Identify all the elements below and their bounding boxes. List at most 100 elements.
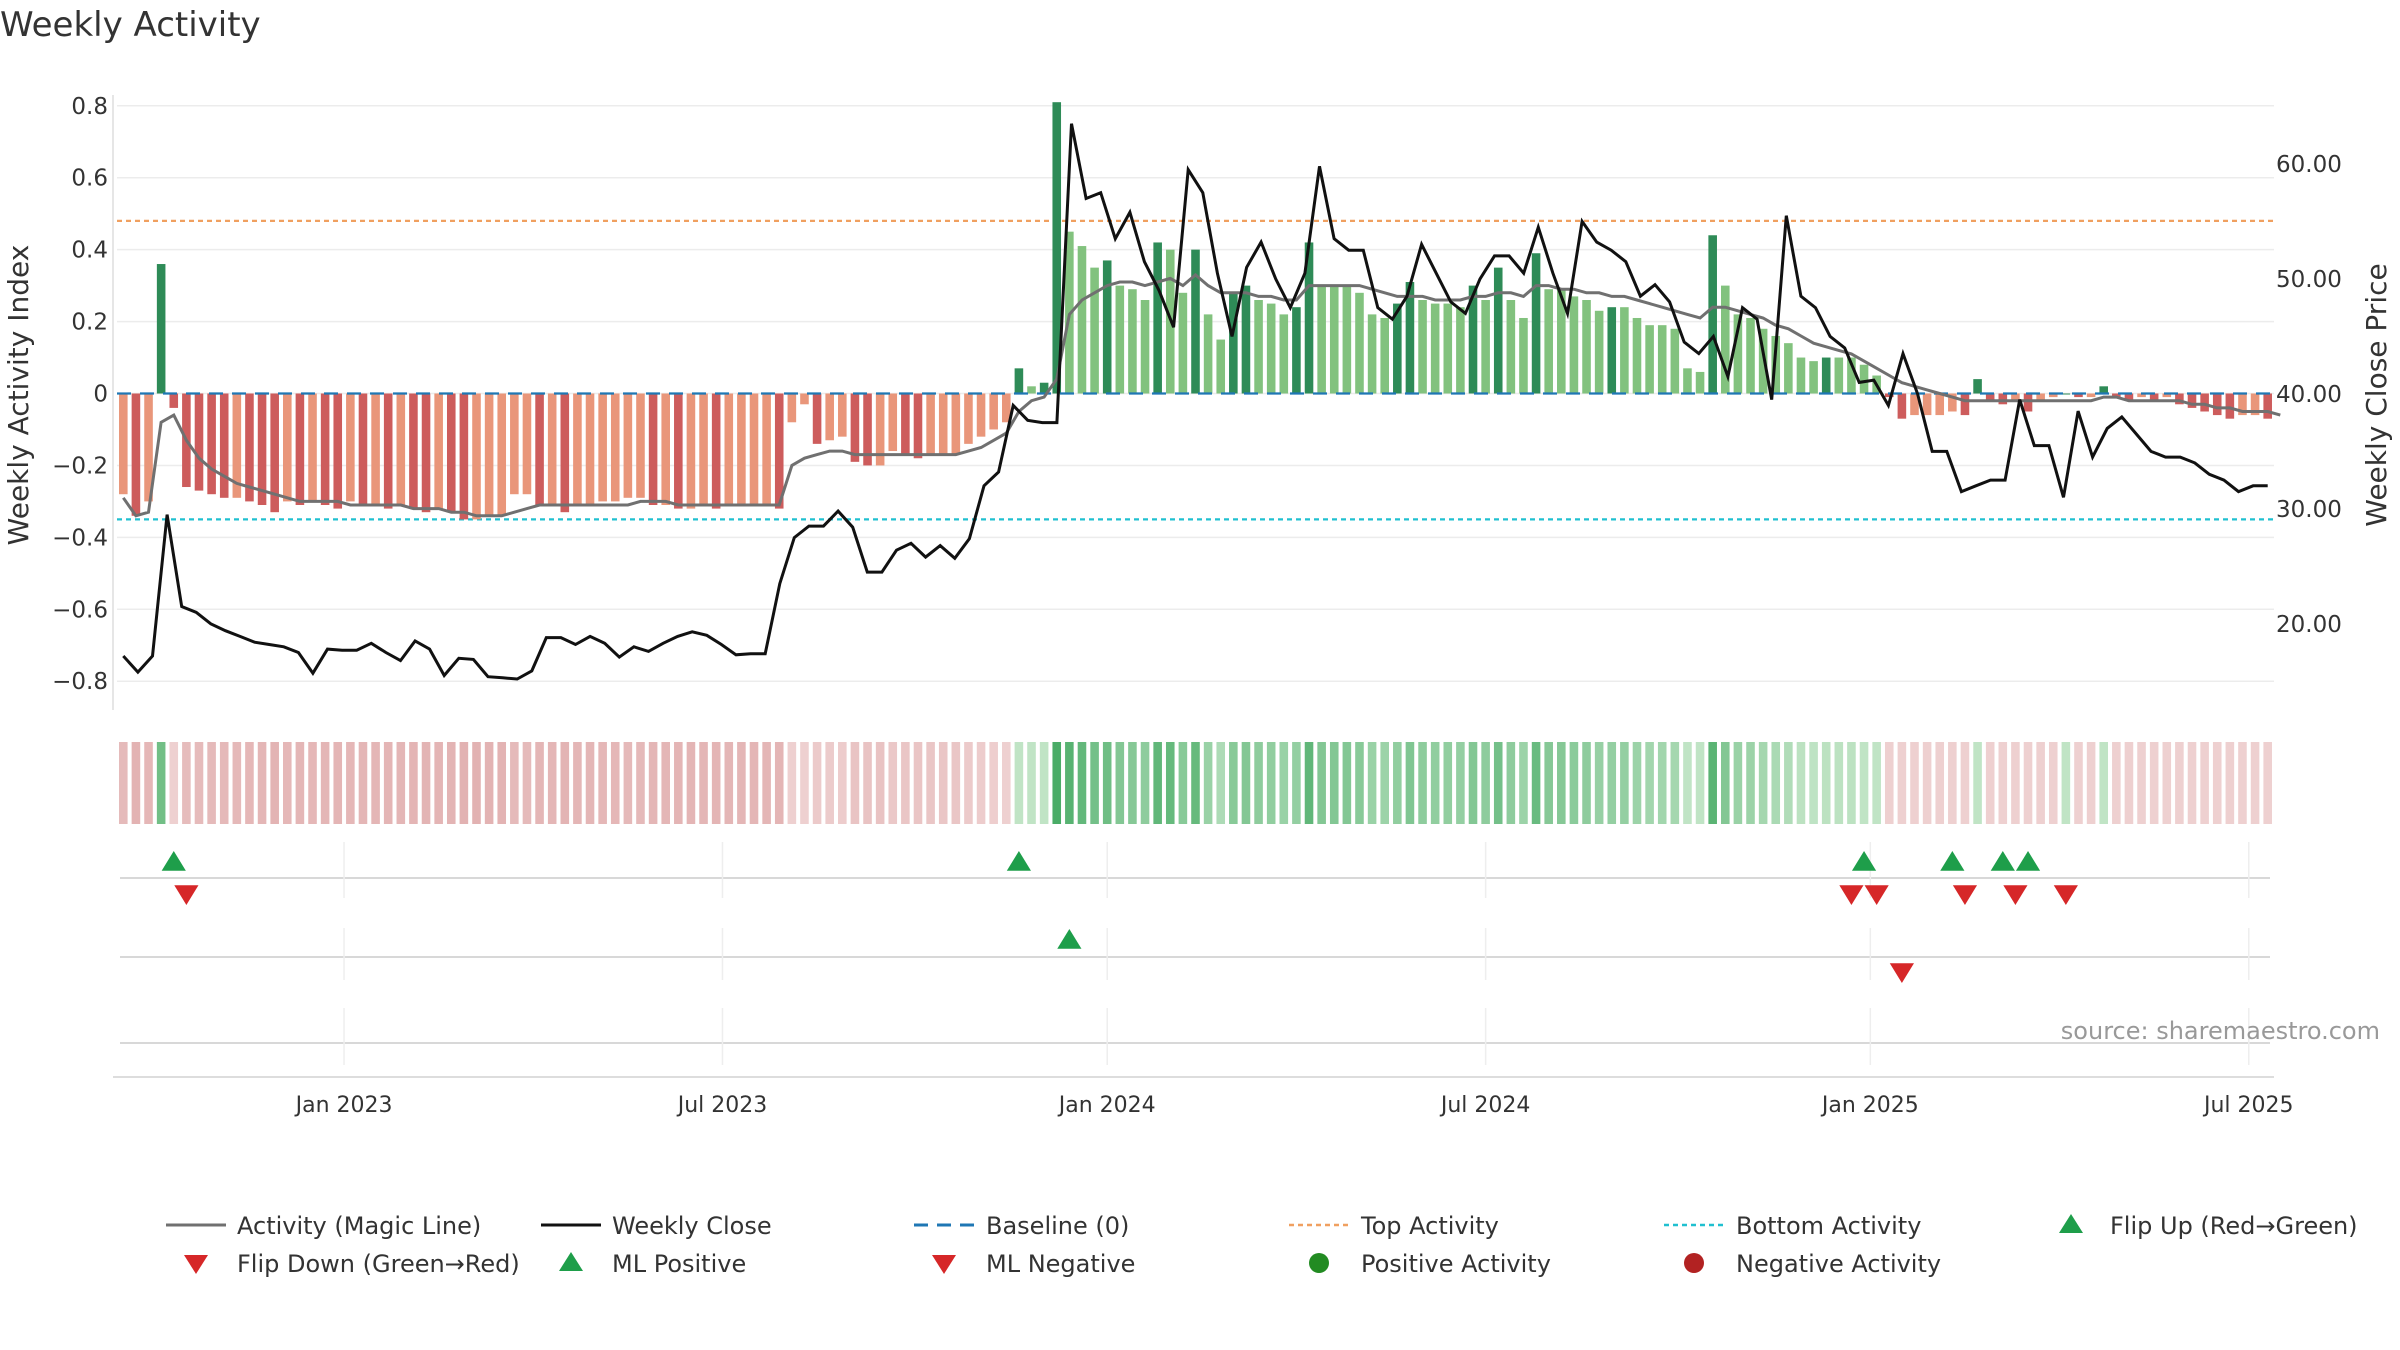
y2-tick-label: 20.00 — [2276, 612, 2342, 638]
activity-bar — [1859, 364, 1869, 394]
activity-bar — [1960, 393, 1970, 416]
heat-strip-cell — [1014, 742, 1024, 824]
heat-strip-cell — [1342, 742, 1352, 824]
y2-tick-label: 60.00 — [2276, 152, 2342, 178]
flip-up-marker — [1940, 851, 1965, 871]
heat-strip-cell — [913, 742, 923, 824]
heat-strip-cell — [194, 742, 204, 824]
activity-bar — [2149, 393, 2159, 401]
activity-bar — [1430, 303, 1440, 394]
legend-label-negdot: Negative Activity — [1736, 1250, 1941, 1278]
activity-bar — [964, 393, 973, 444]
heat-strip-cell — [1367, 742, 1377, 824]
flip-down-marker — [1952, 885, 1978, 905]
activity-bar — [1708, 235, 1717, 394]
heat-strip-cell — [308, 742, 317, 824]
activity-bar — [232, 393, 242, 498]
activity-bar — [2086, 393, 2096, 398]
heat-strip-cell — [1456, 742, 1465, 824]
heat-strip-cell — [1721, 742, 1730, 824]
heat-strip-cell — [371, 742, 380, 824]
heat-strip-cell — [1304, 742, 1314, 824]
heat-strip-cell — [1796, 742, 1806, 824]
activity-bar — [951, 393, 961, 455]
activity-bar — [1847, 357, 1856, 394]
activity-bar — [219, 393, 229, 498]
heat-strip-cell — [2011, 742, 2020, 824]
activity-bar — [1405, 282, 1415, 394]
heat-strip-cell — [257, 742, 267, 824]
y-tick-label: −0.6 — [52, 597, 108, 623]
heat-strip-cell — [1229, 742, 1238, 824]
heat-strip-cell — [951, 742, 961, 824]
heat-strip-cell — [2036, 742, 2045, 824]
heat-strip-cell — [510, 742, 519, 824]
activity-bar — [560, 393, 570, 513]
heat-strip-cell — [484, 742, 494, 824]
activity-bar — [2162, 393, 2172, 398]
activity-bar — [1418, 300, 1427, 394]
legend-label-close: Weekly Close — [612, 1212, 772, 1240]
heat-strip-cell — [182, 742, 191, 824]
heat-strip-cell — [1102, 742, 1112, 824]
activity-bar — [1039, 382, 1049, 394]
activity-bar — [2225, 393, 2235, 419]
legend-swatch-flipup — [2059, 1214, 2083, 1233]
activity-bar — [2238, 393, 2247, 416]
heat-strip-cell — [270, 742, 279, 824]
activity-bar — [1670, 328, 1680, 394]
flip-down-marker — [1839, 885, 1864, 905]
heat-strip-cell — [2149, 742, 2159, 824]
legend-label-mlneg: ML Negative — [986, 1250, 1135, 1278]
heat-strip-cell — [737, 742, 746, 824]
heat-strip-cell — [144, 742, 153, 824]
legend-swatch-negdot — [1684, 1253, 1704, 1273]
heat-strip-cell — [674, 742, 683, 824]
activity-bar — [1985, 393, 1995, 401]
activity-bar — [2023, 393, 2033, 412]
heat-strip-cell — [1468, 742, 1478, 824]
activity-bar — [2263, 393, 2272, 419]
y-tick-label: −0.2 — [52, 453, 108, 479]
heat-strip-cell — [1872, 742, 1881, 824]
activity-bar — [1922, 393, 1932, 416]
heat-strip-cell — [421, 742, 431, 824]
heat-strip-cell — [320, 742, 330, 824]
activity-bar — [1027, 386, 1036, 394]
heat-strip-cell — [1582, 742, 1591, 824]
heat-strip-cell — [1153, 742, 1162, 824]
heat-strip-cell — [1317, 742, 1326, 824]
heat-strip-cell — [774, 742, 784, 824]
activity-bar — [1695, 371, 1705, 394]
heat-strip-cell — [2074, 742, 2083, 824]
activity-bar — [1557, 289, 1566, 394]
heat-strip-cell — [1834, 742, 1844, 824]
heat-strip-cell — [926, 742, 935, 824]
heat-strip-cell — [1519, 742, 1528, 824]
activity-bar — [674, 393, 683, 509]
heat-strip-cell — [1884, 742, 1894, 824]
heat-strip-cell — [699, 742, 708, 824]
heat-strip-cell — [610, 742, 620, 824]
heat-strip-cell — [2225, 742, 2235, 824]
heat-strip-cell — [560, 742, 570, 824]
heat-strip-cell — [1897, 742, 1907, 824]
axes: 0.8 0.6 0.4 0.2 0 −0.2 −0.4 −0.6 −0.8 60.00 50.00 4… — [52, 94, 2342, 710]
activity-bar — [1266, 303, 1276, 394]
heat-strip-cell — [1241, 742, 1251, 824]
activity-bar — [522, 393, 532, 495]
activity-bar — [1519, 317, 1528, 394]
activity-bar — [888, 393, 898, 452]
heat-strip-cell — [964, 742, 973, 824]
activity-bar — [2175, 393, 2184, 405]
heat-strip-cell — [1077, 742, 1087, 824]
legend-label-bottom: Bottom Activity — [1736, 1212, 1921, 1240]
heat-strip-cell — [333, 742, 343, 824]
heat-strip-cell — [295, 742, 305, 824]
activity-bar — [1607, 307, 1617, 394]
activity-bar — [2011, 393, 2020, 401]
activity-bar — [333, 393, 343, 509]
heat-strip-cell — [219, 742, 229, 824]
heat-strip-cell — [749, 742, 759, 824]
ml-negative-marker — [1889, 963, 1914, 983]
